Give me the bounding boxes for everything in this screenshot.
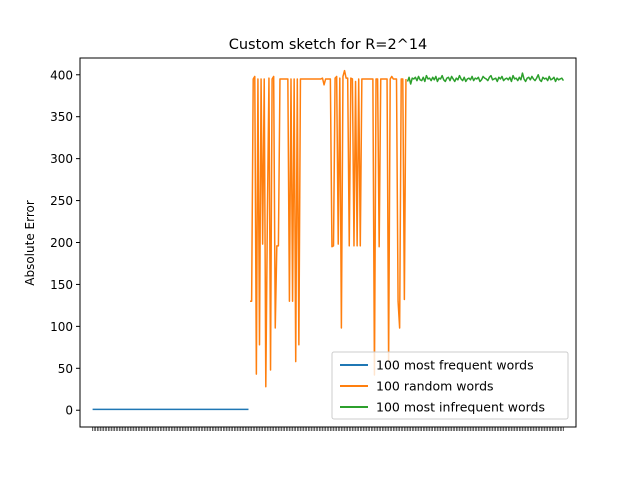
y-tick-label: 350 [50,110,73,124]
y-axis-label: Absolute Error [23,200,37,286]
y-tick-label: 150 [50,278,73,292]
y-tick-label: 0 [65,404,73,418]
plot-frame [79,57,577,428]
y-tick-label: 400 [50,68,73,82]
x-axis-ticks [92,427,564,431]
legend-label: 100 most frequent words [376,358,534,373]
legend-label: 100 random words [376,379,494,394]
legend-label: 100 most infrequent words [376,400,545,415]
legend: 100 most frequent words 100 random words 1… [331,351,569,420]
series-line-2 [250,69,407,388]
legend-box [331,351,569,420]
y-axis: 0 50 100 150 200 250 300 350 400 [50,68,80,418]
series-line-3 [406,72,565,85]
chart-title: Custom sketch for R=2^14 [229,37,428,53]
series-layer [92,69,565,411]
y-tick-label: 250 [50,194,73,208]
y-tick-label: 100 [50,320,73,334]
y-tick-label: 200 [50,236,73,250]
y-tick-label: 50 [58,362,73,376]
y-tick-label: 300 [50,152,73,166]
